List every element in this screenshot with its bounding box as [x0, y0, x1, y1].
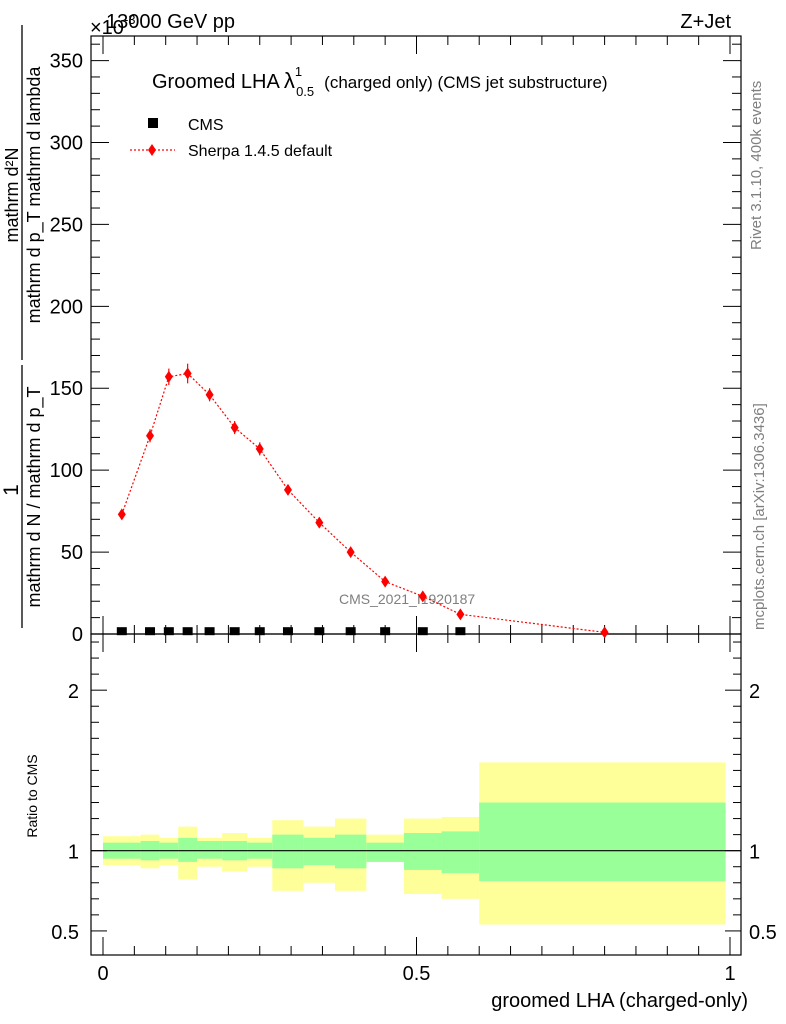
sherpa-point-7	[283, 483, 292, 496]
sherpa-point-3	[183, 367, 192, 380]
main-y-tick-label-0: 0	[72, 624, 83, 646]
ratio-inner-band-bin-8	[303, 837, 335, 866]
ratio-inner-band-bin-13	[479, 802, 726, 882]
ratio-inner-band-bin-10	[366, 842, 404, 862]
legend-cms-label: CMS	[188, 117, 224, 134]
sherpa-point-2	[164, 370, 173, 383]
main-y-tick-label-1: 50	[61, 542, 83, 564]
y-label-frac2-den: mathrm d p_T mathrm d lambda	[24, 66, 45, 324]
ratio-y-tick-label-left-2: 2	[68, 681, 79, 703]
x-tick-label-2: 1	[724, 963, 735, 985]
main-y-tick-label-4: 200	[50, 296, 83, 318]
cms-point-4	[204, 627, 215, 636]
ratio-inner-band-bin-11	[403, 833, 442, 870]
cms-point-9	[345, 627, 356, 636]
sherpa-point-12	[456, 608, 465, 621]
sherpa-point-1	[146, 429, 155, 442]
cms-point-6	[254, 627, 265, 636]
ratio-inner-band-bin-7	[272, 834, 304, 869]
main-axes: 0 50 100 150 200 250 300 350	[50, 35, 742, 646]
sherpa-point-0	[117, 508, 126, 521]
legend-cms-marker	[148, 118, 158, 128]
axis-exponent: ×10-3	[90, 12, 136, 39]
ratio-y-tick-label-right-1: 1	[749, 842, 760, 864]
legend-sherpa-label: Sherpa 1.4.5 default	[188, 143, 333, 160]
main-y-tick-label-7: 350	[50, 51, 83, 73]
sherpa-point-9	[346, 546, 355, 559]
x-tick-label-1: 0.5	[403, 963, 431, 985]
ratio-y-tick-label-left-0: 0.5	[51, 922, 79, 944]
header-process: Z+Jet	[680, 11, 731, 33]
cms-point-3	[182, 627, 193, 636]
main-marks	[116, 363, 609, 639]
main-y-tick-label-2: 100	[50, 460, 83, 482]
cms-point-10	[380, 627, 391, 636]
y-label-frac1-den: mathrm d N / mathrm d p_T	[24, 386, 45, 607]
cms-point-0	[116, 627, 127, 636]
cms-point-7	[282, 627, 293, 636]
analysis-watermark: CMS_2021_I1920187	[339, 591, 475, 607]
cms-point-8	[314, 627, 325, 636]
ratio-inner-band-bin-3	[178, 837, 198, 862]
ratio-y-tick-label-right-0: 0.5	[749, 922, 777, 944]
ratio-y-tick-label-right-2: 2	[749, 681, 760, 703]
main-y-tick-label-6: 300	[50, 132, 83, 154]
x-axis-label: groomed LHA (charged-only)	[491, 990, 748, 1012]
plot-title: Groomed LHA λ1 0.5 (charged only) (CMS jet …	[152, 64, 608, 99]
y-label-frac1-num: 1	[0, 484, 23, 496]
y-label-frac2-num: mathrm d²N	[2, 147, 22, 242]
rivet-version-label: Rivet 3.1.10, 400k events	[748, 81, 765, 250]
cms-point-12	[455, 627, 466, 636]
cms-point-11	[417, 627, 428, 636]
ratio-inner-band-bin-12	[441, 831, 480, 874]
ratio-y-tick-label-left-1: 1	[68, 842, 79, 864]
ratio-inner-band-bin-4	[197, 841, 223, 859]
ratio-y-axis-label: Ratio to CMS	[24, 754, 40, 837]
sherpa-point-10	[381, 575, 390, 588]
cms-point-1	[145, 627, 156, 636]
sherpa-point-6	[255, 442, 264, 455]
mcplots-label: mcplots.cern.ch [arXiv:1306.3436]	[751, 403, 768, 630]
x-tick-label-0: 0	[97, 963, 108, 985]
sherpa-point-4	[205, 388, 214, 401]
ratio-bands	[103, 762, 726, 925]
sherpa-point-13	[600, 626, 609, 639]
main-y-tick-label-3: 150	[50, 378, 83, 400]
sherpa-point-8	[315, 516, 324, 529]
cms-point-2	[163, 627, 174, 636]
legend: CMS Sherpa 1.4.5 default	[130, 117, 333, 160]
main-y-axis-label: 1 mathrm d N / mathrm d p_T mathrm d²N m…	[0, 25, 45, 628]
header-energy: 13000 GeV pp	[106, 11, 235, 33]
ratio-inner-band-bin-9	[334, 834, 367, 869]
sherpa-point-11	[418, 590, 427, 603]
main-y-tick-label-5: 250	[50, 214, 83, 236]
legend-sherpa-marker	[148, 144, 156, 156]
sherpa-point-5	[230, 421, 239, 434]
cms-point-5	[229, 627, 240, 636]
